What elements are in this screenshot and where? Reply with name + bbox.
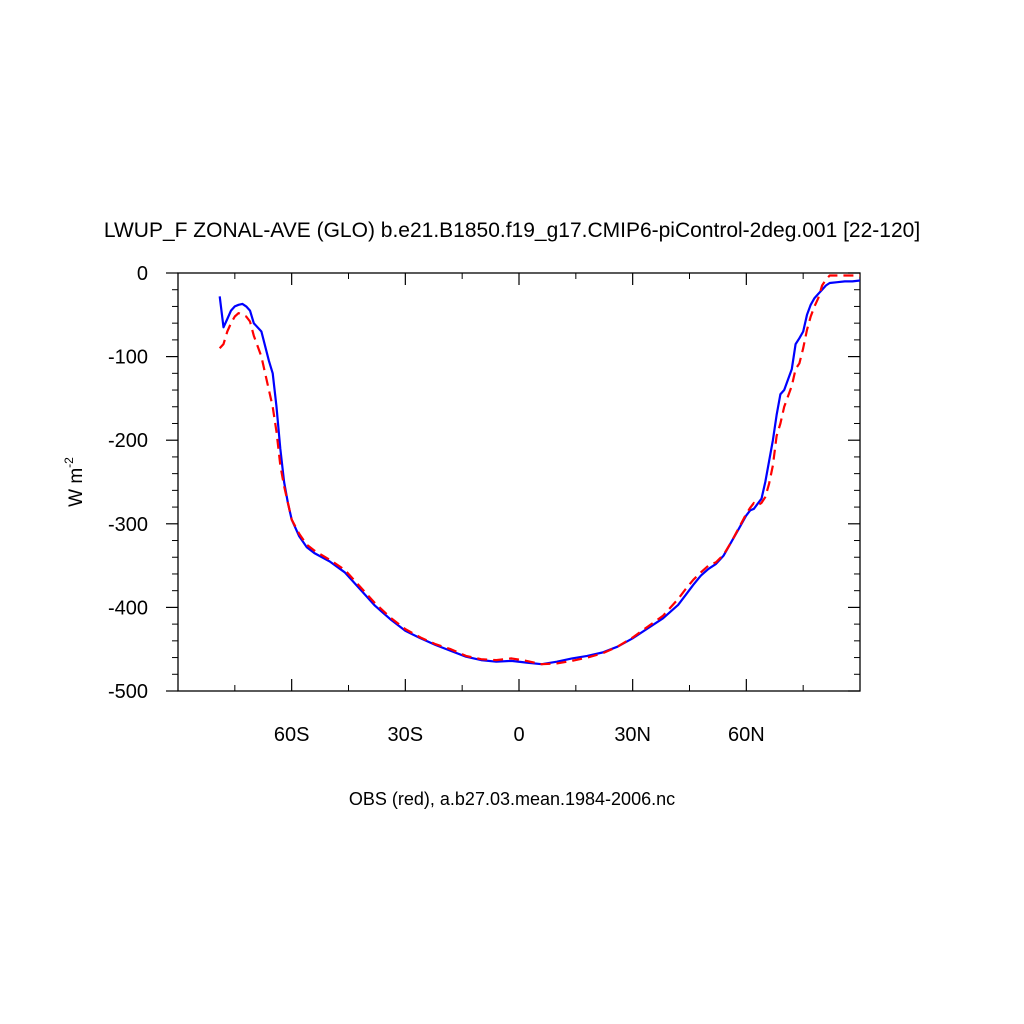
x-tick-label: 30N: [614, 724, 651, 746]
y-tick-label: -500: [108, 681, 148, 703]
minor-ticks: [172, 273, 860, 691]
y-tick-label: -200: [108, 430, 148, 452]
x-tick-label: 60N: [728, 724, 765, 746]
chart-title: LWUP_F ZONAL-AVE (GLO) b.e21.B1850.f19_g…: [104, 219, 920, 242]
y-tick-label: -300: [108, 514, 148, 536]
chart-caption: OBS (red), a.b27.03.mean.1984-2006.nc: [349, 789, 675, 809]
major-ticks: [166, 272, 860, 692]
x-tick-labels: 60S 30S 0 30N 60N: [274, 724, 765, 746]
y-tick-label: -100: [108, 347, 148, 369]
x-tick-label: 0: [513, 724, 524, 746]
y-axis-label-exponent: -2: [62, 457, 76, 468]
y-axis-label-text: W m: [66, 468, 87, 507]
series-layer: [218, 274, 861, 666]
x-tick-label: 30S: [388, 724, 424, 746]
y-tick-label: 0: [137, 263, 148, 285]
series-line-solid: [218, 279, 861, 666]
x-tick-label: 60S: [274, 724, 310, 746]
y-tick-label: -400: [108, 597, 148, 619]
series-line-dashed: [218, 274, 860, 666]
y-axis-label: W m-2: [62, 457, 87, 507]
plot-frame: [177, 272, 861, 692]
y-tick-labels: 0 -100 -200 -300 -400 -500: [108, 263, 148, 703]
plot-area: [166, 272, 861, 692]
